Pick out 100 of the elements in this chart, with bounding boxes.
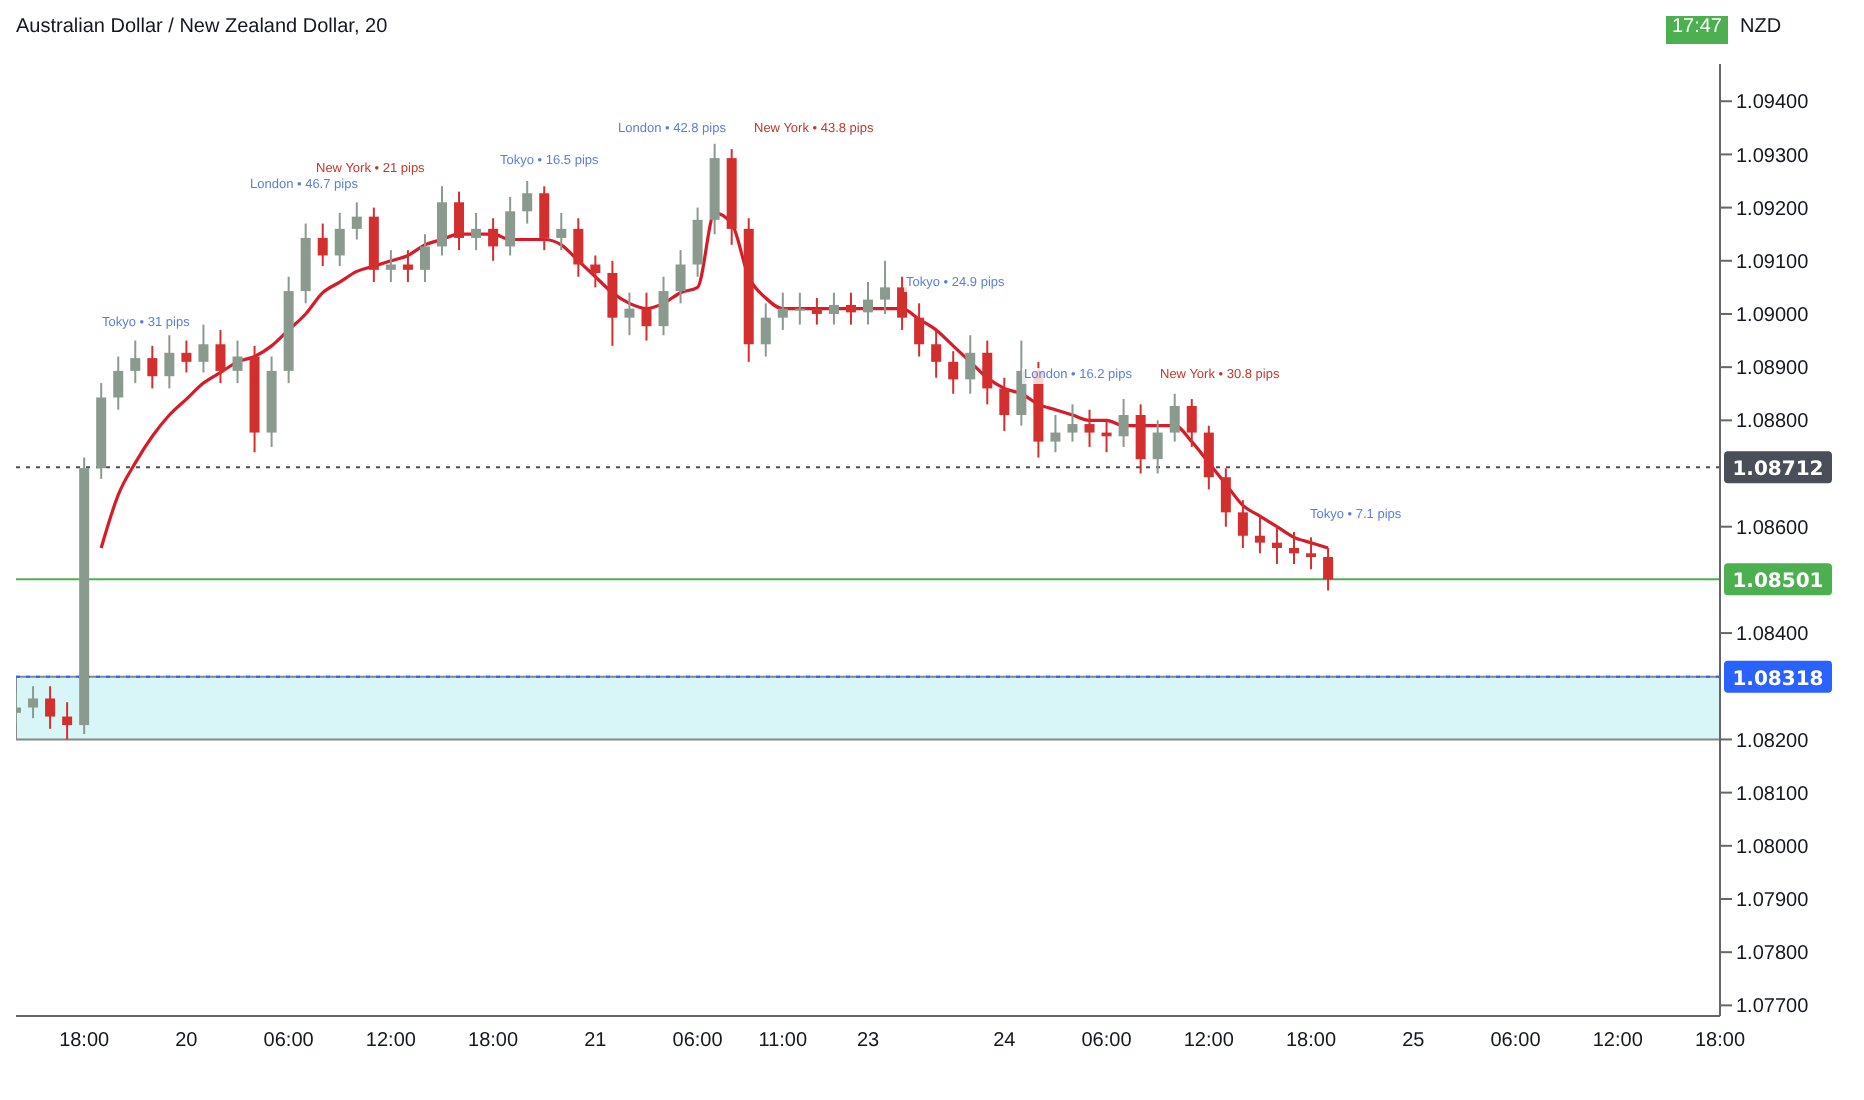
y-tick-label: 1.07900 [1736, 890, 1810, 913]
candlestick [760, 302, 771, 358]
y-tick-label: 1.08200 [1736, 730, 1810, 753]
candlestick [1237, 499, 1248, 549]
candlestick [1186, 398, 1197, 448]
candlestick [437, 185, 447, 257]
y-tick-label: 1.09300 [1736, 145, 1810, 168]
candlestick [419, 233, 430, 284]
x-tick-label: 21 [584, 1030, 608, 1053]
candlestick [1289, 531, 1299, 565]
x-tick-label: 18:00 [468, 1030, 520, 1053]
candlestick [811, 297, 822, 326]
candlestick [539, 185, 550, 252]
candlestick [1254, 515, 1265, 555]
x-tick-label: 18:00 [1694, 1030, 1746, 1053]
candlestick [130, 339, 141, 385]
candlestick [471, 211, 482, 252]
candlestick [505, 195, 516, 257]
y-tick-label: 1.09000 [1736, 305, 1810, 328]
candlestick [1306, 536, 1317, 571]
chart-title: Australian Dollar / New Zealand Dollar, 20 [16, 16, 388, 42]
candlestick [845, 291, 856, 326]
candlestick [454, 190, 465, 252]
text: 17:47 [1665, 16, 1728, 44]
y-tick-label: 1.08400 [1736, 624, 1810, 647]
y-tick-label: 1.08000 [1736, 836, 1810, 859]
y-tick-label: 1.08600 [1736, 517, 1810, 540]
candlestick [1050, 414, 1061, 454]
candlestick [62, 701, 73, 741]
y-tick-label: 1.07700 [1736, 996, 1810, 1019]
candlestick [914, 302, 925, 358]
ref-line-label: 1.08712 [1732, 459, 1824, 482]
candlestick [351, 201, 362, 241]
x-tick-label: 12:00 [365, 1030, 417, 1053]
x-tick-label: 06:00 [672, 1030, 724, 1053]
candlestick [1135, 403, 1146, 475]
x-tick-label: 11:00 [758, 1030, 808, 1053]
y-tick-label: 1.08800 [1736, 411, 1810, 434]
candlestick [999, 376, 1010, 432]
candlestick [1169, 392, 1180, 443]
y-tick-label: 1.08900 [1736, 358, 1810, 381]
candlestick [147, 344, 158, 390]
y-tick-label: 1.09200 [1736, 198, 1810, 221]
candlestick [164, 334, 175, 390]
x-tick-label: 20 [175, 1030, 199, 1053]
candlestick [334, 211, 345, 268]
candlestick [658, 275, 669, 337]
candlestick [590, 254, 601, 289]
candlestick [45, 685, 56, 730]
candlestick [948, 350, 959, 395]
x-tick-label: 24 [993, 1030, 1017, 1053]
ref-line-label: 1.08501 [1732, 571, 1824, 594]
candlestick [1118, 398, 1129, 448]
candlestick [113, 355, 124, 411]
candlestick [1203, 424, 1214, 491]
candlestick [607, 259, 618, 347]
x-tick-label: 12:00 [1592, 1030, 1644, 1053]
x-tick-label: 25 [1402, 1030, 1426, 1053]
x-tick-label: 23 [856, 1030, 880, 1053]
candlestick [215, 328, 226, 385]
candlestick [641, 291, 652, 342]
candlestick [777, 291, 788, 331]
x-tick-label: 18:00 [1286, 1030, 1337, 1053]
candlestick [402, 249, 413, 284]
candlestick [317, 222, 328, 268]
candlestick [1323, 546, 1334, 592]
candlestick [1220, 467, 1231, 528]
y-tick-label: 1.09400 [1736, 92, 1810, 115]
x-tick-label: 06:00 [263, 1030, 315, 1053]
candlestick [385, 249, 396, 284]
candlestick [556, 211, 567, 252]
candlestick [232, 339, 243, 385]
y-tick-label: 1.07800 [1736, 943, 1810, 966]
candlestick [1152, 419, 1163, 475]
candlestick [573, 217, 584, 278]
ref-line-label: 1.08318 [1732, 668, 1824, 691]
y-tick-label: 1.09100 [1736, 251, 1810, 274]
candlestick [880, 259, 891, 315]
candlestick [931, 328, 942, 379]
x-tick-label: 12:00 [1183, 1030, 1235, 1053]
candlestick [794, 291, 805, 326]
candlestick [198, 323, 209, 374]
y-tick-label: 1.08100 [1736, 783, 1810, 806]
candlestick [828, 291, 839, 326]
candlestick [897, 275, 908, 331]
y-axis-title: NZD [1740, 16, 1784, 42]
candlestick [624, 291, 635, 337]
candlestick [1067, 403, 1078, 443]
candlestick [675, 249, 686, 305]
candlestick [863, 281, 873, 326]
candlestick [965, 334, 976, 395]
x-tick-label: 06:00 [1490, 1030, 1542, 1053]
candlestick [488, 217, 499, 262]
candlestick [181, 339, 192, 374]
x-tick-label: 06:00 [1081, 1030, 1133, 1053]
candlestick [522, 180, 533, 225]
candlestick [692, 206, 703, 278]
candlestick [1084, 408, 1095, 448]
candlestick [28, 685, 39, 720]
candlestick [1271, 525, 1282, 565]
